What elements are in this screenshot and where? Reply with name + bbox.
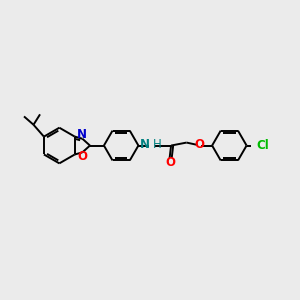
Text: N: N (140, 138, 149, 152)
Text: O: O (77, 150, 87, 163)
Text: O: O (194, 138, 204, 152)
Text: H: H (153, 138, 162, 152)
Text: N: N (77, 128, 87, 141)
Text: O: O (165, 156, 175, 169)
Text: Cl: Cl (256, 139, 269, 152)
